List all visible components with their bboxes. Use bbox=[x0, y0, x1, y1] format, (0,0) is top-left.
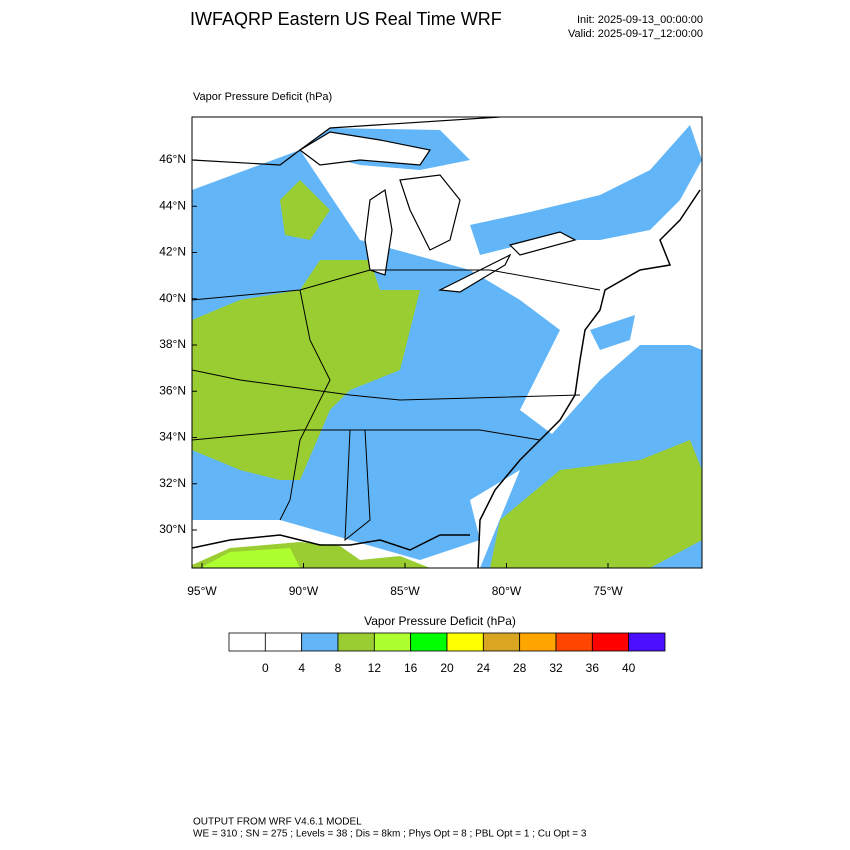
colorbar-box bbox=[519, 632, 557, 652]
lake bbox=[298, 131, 431, 166]
lon-label: 95°W bbox=[187, 584, 217, 598]
colorbar-title: Vapor Pressure Deficit (hPa) bbox=[364, 614, 516, 628]
colorbar-box bbox=[446, 632, 484, 652]
region-green bbox=[192, 260, 420, 480]
gulf-lightgreen bbox=[200, 548, 300, 568]
map bbox=[191, 116, 703, 569]
border bbox=[192, 117, 501, 166]
colorbar-label: 36 bbox=[586, 661, 600, 675]
colorbar-label: 32 bbox=[549, 661, 563, 675]
ocean-blue bbox=[590, 315, 635, 350]
colorbar-box bbox=[410, 632, 448, 652]
colorbar-label: 12 bbox=[368, 661, 382, 675]
state-line bbox=[344, 429, 371, 542]
lake bbox=[364, 188, 393, 276]
state-line bbox=[192, 429, 541, 441]
lon-label: 90°W bbox=[289, 584, 319, 598]
colorbar-box bbox=[373, 632, 412, 652]
lon-label: 85°W bbox=[390, 584, 420, 598]
lon-label: 75°W bbox=[593, 584, 623, 598]
colorbar-label: 0 bbox=[262, 661, 269, 675]
lake bbox=[437, 253, 512, 293]
map-axes: 46°N 44°N 42°N 40°N 38°N 36°N 34°N 32°N 30°N 95°W… bbox=[159, 152, 623, 598]
title: IWFAQRP Eastern US Real Time WRF bbox=[190, 9, 502, 29]
lat-label: 46°N bbox=[159, 152, 186, 166]
colorbar-box bbox=[337, 632, 375, 652]
valid-time: Valid: 2025-09-17_12:00:00 bbox=[568, 28, 703, 40]
lake bbox=[508, 231, 577, 256]
coastline bbox=[192, 534, 470, 551]
colorbar-box bbox=[228, 632, 266, 652]
lat-label: 36°N bbox=[159, 383, 186, 397]
colorbar-box bbox=[301, 632, 339, 652]
colorbar: 0 4 8 12 16 20 24 28 32 36 40 bbox=[228, 632, 666, 675]
lat-label: 30°N bbox=[159, 522, 186, 536]
init-time: Init: 2025-09-13_00:00:00 bbox=[577, 14, 703, 26]
colorbar-box bbox=[555, 632, 593, 652]
state-line bbox=[192, 269, 601, 301]
lat-label: 42°N bbox=[159, 245, 186, 259]
lat-label: 34°N bbox=[159, 430, 186, 444]
footer-line: OUTPUT FROM WRF V4.6.1 MODEL bbox=[193, 817, 362, 828]
colorbar-box bbox=[264, 632, 303, 652]
colorbar-box bbox=[482, 632, 521, 652]
colorbar-label: 4 bbox=[298, 661, 305, 675]
lat-label: 32°N bbox=[159, 476, 186, 490]
lat-label: 38°N bbox=[159, 337, 186, 351]
state-line bbox=[192, 369, 581, 401]
region-green bbox=[280, 180, 330, 240]
map-frame bbox=[191, 116, 703, 569]
lon-label: 80°W bbox=[492, 584, 522, 598]
colorbar-label: 20 bbox=[440, 661, 454, 675]
state-line bbox=[279, 289, 331, 521]
map-title: Vapor Pressure Deficit (hPa) bbox=[193, 91, 332, 103]
footer-line: WE = 310 ; SN = 275 ; Levels = 38 ; Dis … bbox=[193, 829, 587, 840]
map-fill bbox=[192, 117, 702, 568]
colorbar-box bbox=[591, 632, 630, 652]
colorbar-box bbox=[628, 632, 666, 652]
ocean-green bbox=[490, 440, 702, 568]
colorbar-label: 28 bbox=[513, 661, 527, 675]
colorbar-label: 24 bbox=[477, 661, 491, 675]
colorbar-label: 8 bbox=[335, 661, 342, 675]
lake bbox=[399, 174, 461, 251]
coastline bbox=[477, 189, 701, 568]
region-blue bbox=[470, 125, 702, 255]
colorbar-label: 16 bbox=[404, 661, 418, 675]
lat-label: 40°N bbox=[159, 291, 186, 305]
colorbar-label: 40 bbox=[622, 661, 636, 675]
lat-label: 44°N bbox=[159, 198, 186, 212]
